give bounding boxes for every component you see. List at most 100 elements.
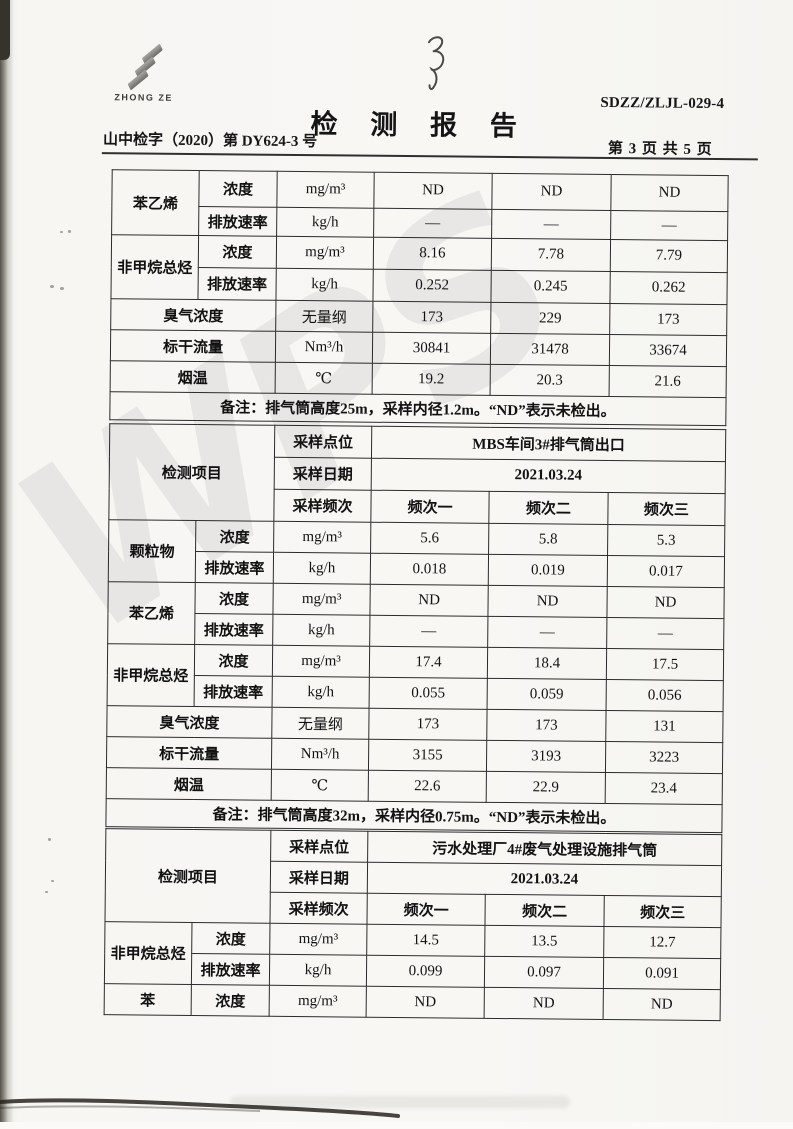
item-cell: 标干流量 bbox=[106, 736, 272, 770]
cell: 173 bbox=[486, 709, 607, 742]
scan-speck bbox=[60, 287, 64, 290]
cell: 采样日期 bbox=[274, 457, 372, 491]
cell: 浓度 bbox=[194, 582, 274, 615]
cell: kg/h bbox=[272, 614, 370, 647]
cell: 排放速率 bbox=[198, 206, 277, 237]
cell: 30841 bbox=[372, 332, 491, 365]
cell: 0.018 bbox=[370, 553, 489, 586]
cell: 229 bbox=[490, 302, 610, 335]
cell: 浓度 bbox=[191, 922, 271, 955]
note-cell: 备注：排气筒高度25m，采样内径1.2m。“ND”表示未检出。 bbox=[109, 391, 727, 426]
item-cell: 非甲烷总烃 bbox=[104, 921, 192, 985]
page-number: 第 3 页 共 5 页 bbox=[607, 140, 713, 158]
cell: 173 bbox=[609, 303, 727, 336]
item-header-cell: 检测项目 bbox=[108, 423, 275, 522]
scan-speck bbox=[45, 891, 48, 893]
sample-point-cell: MBS车间3#排气筒出口 bbox=[371, 426, 726, 462]
cell: 0.091 bbox=[603, 957, 721, 990]
cell: 3155 bbox=[368, 739, 487, 772]
cell: 5.8 bbox=[488, 523, 608, 556]
cell: — bbox=[373, 208, 492, 239]
zhongze-logo-icon bbox=[116, 43, 186, 99]
cell: 7.78 bbox=[491, 238, 611, 272]
scan-bottom-smudge bbox=[230, 1096, 570, 1108]
cell: 3223 bbox=[605, 741, 723, 774]
cell: 采样点位 bbox=[274, 425, 372, 459]
cell: mg/m³ bbox=[269, 985, 367, 1018]
cell: 5.3 bbox=[607, 524, 725, 557]
scan-speck bbox=[68, 230, 71, 233]
cell: — bbox=[487, 616, 607, 649]
cell: 5.6 bbox=[370, 522, 489, 555]
sample-date-cell: 2021.03.24 bbox=[371, 458, 726, 494]
cell: 排放速率 bbox=[197, 267, 277, 301]
cell: 采样点位 bbox=[270, 830, 368, 863]
cell: — bbox=[491, 209, 611, 240]
scan-corner-shadow bbox=[0, 0, 10, 60]
cell: Nm³/h bbox=[271, 738, 369, 771]
cell: 8.16 bbox=[373, 237, 492, 271]
cell: 无量纲 bbox=[275, 300, 373, 333]
cell: ND bbox=[484, 987, 604, 1020]
cell: 浓度 bbox=[191, 984, 270, 1017]
cell: 18.4 bbox=[487, 647, 607, 680]
record-number: 山中检字（2020）第 DY624-3 号 bbox=[102, 132, 318, 151]
cell: ND bbox=[610, 174, 729, 212]
cell: 0.055 bbox=[369, 677, 488, 710]
cell: mg/m³ bbox=[276, 236, 374, 270]
cell: mg/m³ bbox=[273, 521, 371, 554]
cell: kg/h bbox=[269, 954, 367, 987]
cell: ND bbox=[373, 172, 493, 210]
cell: 14.5 bbox=[366, 924, 485, 957]
cell: ND bbox=[366, 986, 485, 1019]
table-row: 检测项目 采样点位 污水处理厂4#废气处理设施排气筒 bbox=[104, 828, 722, 924]
item-cell: 非甲烷总烃 bbox=[110, 234, 199, 300]
cell: 173 bbox=[368, 708, 488, 741]
cell: 21.6 bbox=[609, 365, 727, 398]
table-row: 备注：排气筒高度25m，采样内径1.2m。“ND”表示未检出。 bbox=[109, 391, 727, 426]
cell: 频次一 bbox=[367, 893, 486, 926]
cell: 0.262 bbox=[609, 271, 728, 305]
cell: 排放速率 bbox=[195, 551, 274, 584]
cell: 无量纲 bbox=[271, 707, 370, 740]
cell: kg/h bbox=[273, 552, 371, 585]
cell: kg/h bbox=[276, 207, 374, 238]
cell: 浓度 bbox=[198, 170, 278, 208]
scan-speck bbox=[48, 838, 51, 841]
cell: 173 bbox=[372, 301, 491, 334]
cell: 浓度 bbox=[194, 644, 273, 677]
cell: mg/m³ bbox=[276, 171, 375, 209]
scan-left-edge bbox=[0, 0, 14, 1122]
cell: 浓度 bbox=[195, 520, 274, 553]
cell: kg/h bbox=[272, 676, 370, 709]
cell: 排放速率 bbox=[194, 613, 273, 646]
cell: 0.019 bbox=[488, 554, 608, 587]
cell: 22.6 bbox=[368, 770, 487, 803]
cell: 采样频次 bbox=[273, 489, 372, 523]
cell: ND bbox=[603, 988, 721, 1021]
results-table-mbs-stack: 检测项目 采样点位 MBS车间3#排气筒出口 采样日期 2021.03.24 采… bbox=[105, 423, 727, 834]
scan-bottom-edge bbox=[0, 1092, 400, 1122]
cell: mg/m³ bbox=[272, 583, 371, 616]
cell: 17.5 bbox=[606, 648, 724, 681]
table-row: 苯 浓度 mg/m³ ND ND ND bbox=[104, 983, 721, 1021]
table-row: 备注：排气筒高度32m，采样内径0.75m。“ND”表示未检出。 bbox=[105, 798, 723, 833]
cell: ND bbox=[491, 173, 612, 211]
item-cell: 标干流量 bbox=[110, 329, 276, 363]
cell: 31478 bbox=[490, 333, 610, 366]
cell: — bbox=[369, 615, 488, 648]
cell: 0.097 bbox=[484, 956, 604, 989]
cell: — bbox=[606, 617, 724, 650]
cell: 0.056 bbox=[606, 679, 724, 712]
cell: 采样日期 bbox=[270, 861, 368, 894]
results-table-wastewater-stack: 检测项目 采样点位 污水处理厂4#废气处理设施排气筒 采样日期 2021.03.… bbox=[103, 828, 723, 1022]
item-cell: 苯乙烯 bbox=[107, 581, 196, 645]
item-cell: 烟温 bbox=[106, 767, 272, 801]
table-row: 苯乙烯 浓度 mg/m³ ND ND ND bbox=[111, 169, 729, 236]
sample-date-cell: 2021.03.24 bbox=[367, 862, 722, 897]
sample-point-cell: 污水处理厂4#废气处理设施排气筒 bbox=[367, 831, 722, 866]
cell: ND bbox=[487, 585, 608, 618]
cell: ND bbox=[369, 584, 489, 617]
